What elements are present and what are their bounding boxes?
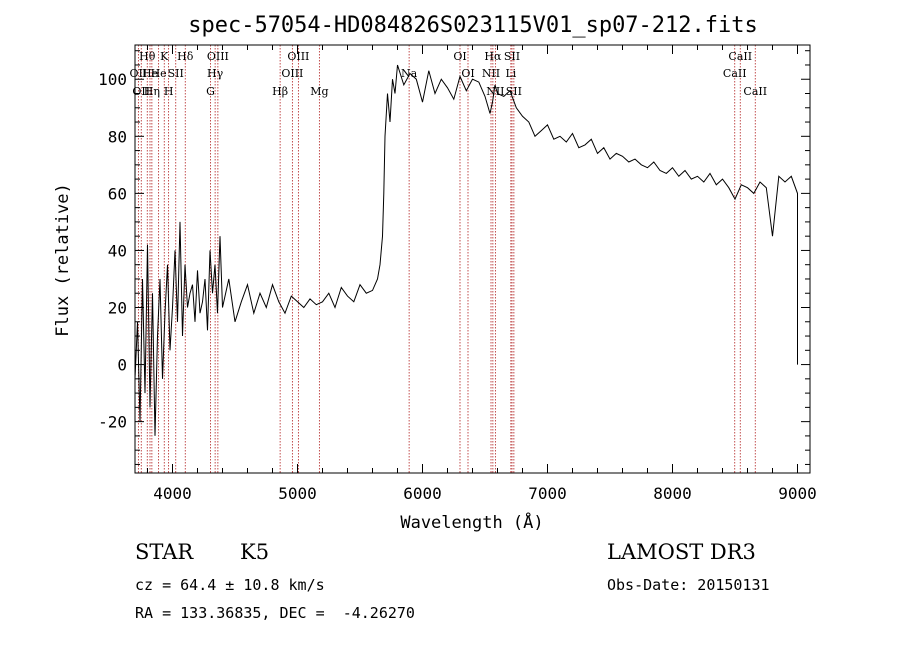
line-label-27: CaII: [728, 50, 752, 63]
line-label-7: H: [164, 85, 174, 98]
x-tick-label: 8000: [653, 484, 692, 503]
line-label-10: G: [206, 85, 215, 98]
line-label-12: OIII: [207, 50, 229, 63]
line-label-14: OIII: [281, 67, 303, 80]
chart-title: spec-57054-HD084826S023115V01_sp07-212.f…: [188, 13, 758, 38]
x-tick-label: 9000: [778, 484, 817, 503]
survey-name: LAMOST DR3: [607, 540, 756, 564]
line-label-20: NII: [482, 67, 500, 80]
line-label-0: OII: [130, 67, 148, 80]
ra-dec: RA = 133.36835, DEC = -4.26270: [135, 604, 415, 622]
x-tick-label: 4000: [153, 484, 192, 503]
line-label-3: He: [142, 67, 158, 80]
line-label-2: Hθ: [139, 50, 156, 63]
plot-frame: [134, 44, 811, 474]
y-tick-label: 100: [98, 70, 127, 89]
line-label-19: OI: [461, 67, 474, 80]
spectrum-line: [134, 64, 798, 436]
line-label-4: Hη: [144, 85, 160, 98]
object-class: STAR: [135, 540, 194, 564]
redshift-cz: cz = 64.4 ± 10.8 km/s: [135, 576, 325, 594]
x-tick-label: 6000: [403, 484, 442, 503]
x-tick-label: 5000: [278, 484, 317, 503]
line-label-13: Hβ: [272, 85, 288, 98]
x-axis-ticks: 4000 5000 6000 7000 8000 9000: [147, 45, 817, 503]
y-tick-label: 60: [108, 184, 127, 203]
line-label-15: OIII: [287, 50, 309, 63]
x-axis-label: Wavelength (Å): [400, 511, 543, 533]
line-label-9: Hδ: [177, 50, 194, 63]
line-label-21: Hα: [484, 50, 502, 63]
observation-date: Obs-Date: 20150131: [607, 576, 770, 594]
x-tick-label: 7000: [528, 484, 567, 503]
y-axis-ticks: -20 0 20 40 60 80 100: [98, 50, 810, 465]
line-label-5: He: [151, 67, 167, 80]
line-label-24: SII: [504, 50, 520, 63]
line-label-23: Li: [505, 67, 516, 80]
emission-line-labels: OIIOIIHθHeHηHeKHSIIHδGHγOIIIHβOIIIOIIIMg…: [130, 50, 768, 98]
line-label-6: K: [160, 50, 169, 63]
y-tick-label: 20: [108, 299, 127, 318]
y-tick-label: 0: [117, 356, 127, 375]
y-tick-label: -20: [98, 413, 127, 432]
line-label-25: SII: [506, 85, 522, 98]
line-label-1: OII: [132, 85, 150, 98]
line-label-11: Hγ: [207, 67, 224, 80]
y-axis-label: Flux (relative): [53, 183, 73, 337]
y-tick-label: 80: [108, 127, 127, 146]
emission-line-markers: [137, 45, 756, 473]
line-label-28: CaII: [743, 85, 767, 98]
line-label-26: CaII: [723, 67, 747, 80]
line-label-18: OI: [453, 50, 466, 63]
line-label-8: SII: [168, 67, 184, 80]
object-subclass: K5: [240, 540, 270, 564]
y-tick-label: 40: [108, 241, 127, 260]
line-label-16: Mg: [310, 85, 328, 98]
